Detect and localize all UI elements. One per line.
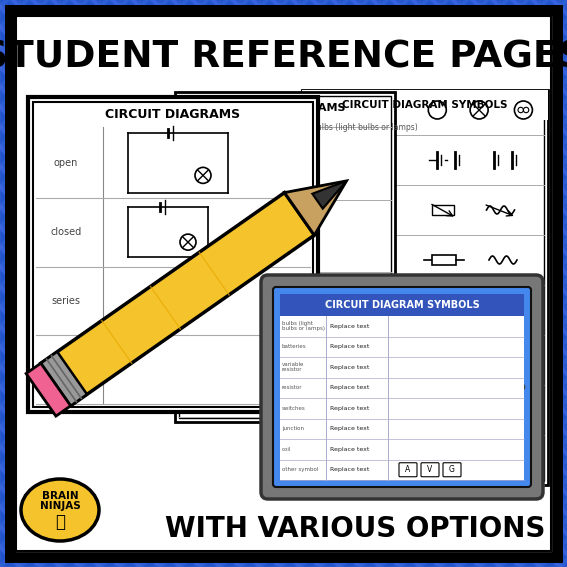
Text: bulbs (light
bulbs or lamps): bulbs (light bulbs or lamps) (282, 321, 325, 332)
Text: Replace text: Replace text (330, 426, 369, 431)
Text: parallel: parallel (48, 365, 84, 375)
Text: batteries: batteries (282, 344, 307, 349)
Text: Replace text: Replace text (330, 344, 369, 349)
Bar (28, 97, 318, 412)
Text: CIRCUIT DIAGRAM SYMBOLS: CIRCUIT DIAGRAM SYMBOLS (325, 300, 479, 310)
Bar (280, 294, 524, 316)
Text: V: V (428, 466, 433, 474)
Text: bulbs (light bulbs or lamps): bulbs (light bulbs or lamps) (312, 124, 418, 133)
Bar (433, 255, 456, 265)
Text: STUDENT REFERENCE PAGES: STUDENT REFERENCE PAGES (0, 39, 567, 75)
Text: Replace text: Replace text (330, 365, 369, 370)
Ellipse shape (21, 479, 99, 541)
Polygon shape (312, 181, 346, 209)
Text: M: M (471, 356, 478, 365)
Text: junction: junction (282, 426, 304, 431)
Circle shape (446, 307, 451, 312)
Polygon shape (285, 181, 346, 235)
Bar (179, 96, 391, 418)
Text: CIRCUIT DIAGRAMS: CIRCUIT DIAGRAMS (225, 103, 345, 113)
Text: 🥷: 🥷 (55, 513, 65, 531)
Circle shape (484, 307, 489, 312)
Text: CIRCUIT DIAGRAMS: CIRCUIT DIAGRAMS (105, 108, 240, 121)
Text: variable
resistor: variable resistor (282, 362, 304, 373)
Circle shape (430, 307, 435, 312)
Text: Replace text: Replace text (330, 467, 369, 472)
Text: open: open (54, 158, 78, 168)
Text: Replace text: Replace text (330, 406, 369, 411)
Text: A: A (405, 466, 411, 474)
FancyBboxPatch shape (421, 463, 439, 477)
Bar (302, 90, 548, 485)
Text: switches: switches (282, 406, 306, 411)
Text: NINJAS: NINJAS (40, 501, 81, 511)
Text: Replace text: Replace text (330, 447, 369, 452)
Text: BRAIN: BRAIN (42, 491, 78, 501)
Text: G: G (449, 466, 455, 474)
FancyBboxPatch shape (261, 275, 543, 499)
Bar (175, 92, 395, 422)
Text: other symbol: other symbol (282, 467, 319, 472)
Text: WITH VARIOUS OPTIONS: WITH VARIOUS OPTIONS (165, 515, 545, 543)
Polygon shape (41, 352, 87, 406)
Text: Replace text: Replace text (330, 385, 369, 390)
Text: coil: coil (282, 447, 291, 452)
FancyBboxPatch shape (443, 463, 461, 477)
Polygon shape (26, 363, 71, 416)
Text: Replace text: Replace text (330, 324, 369, 329)
Text: CIRCUIT DIAGRAM SYMBOLS: CIRCUIT DIAGRAM SYMBOLS (342, 100, 508, 110)
Bar (306, 94, 544, 481)
Text: resistor: resistor (282, 385, 303, 390)
Bar (33, 102, 313, 407)
Bar (280, 294, 524, 480)
FancyBboxPatch shape (273, 287, 531, 487)
Text: series: series (52, 296, 81, 306)
Circle shape (519, 384, 525, 390)
Bar (433, 205, 454, 215)
Text: closed: closed (50, 227, 82, 237)
Circle shape (500, 307, 505, 312)
FancyBboxPatch shape (399, 463, 417, 477)
Polygon shape (41, 193, 314, 406)
Bar (302, 90, 548, 120)
